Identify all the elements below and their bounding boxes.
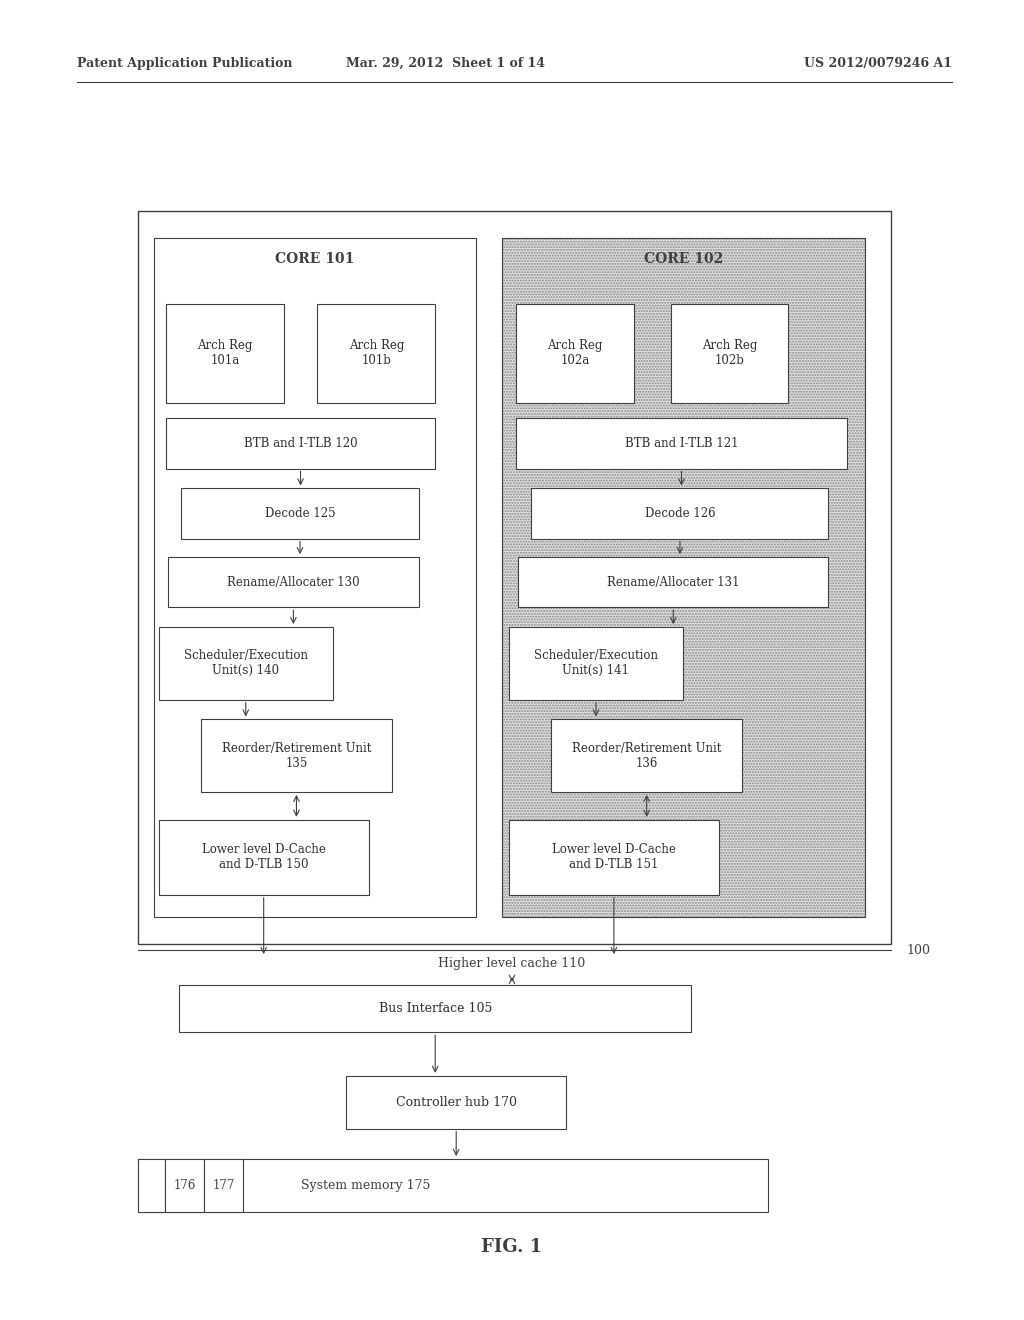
Text: Scheduler/Execution
Unit(s) 141: Scheduler/Execution Unit(s) 141	[534, 649, 658, 677]
Text: Arch Reg
102b: Arch Reg 102b	[701, 339, 758, 367]
Bar	[166, 304, 284, 403]
Text: 177: 177	[213, 1179, 236, 1192]
Bar	[154, 238, 476, 917]
Text: Arch Reg
101a: Arch Reg 101a	[197, 339, 253, 367]
Bar	[181, 488, 419, 539]
Bar	[509, 627, 683, 700]
Text: System memory 175: System memory 175	[301, 1179, 431, 1192]
Text: BTB and I-TLB 121: BTB and I-TLB 121	[625, 437, 738, 450]
Text: Arch Reg
102a: Arch Reg 102a	[547, 339, 603, 367]
Bar	[138, 1159, 166, 1212]
Bar	[159, 627, 333, 700]
Bar	[502, 238, 865, 917]
Bar	[159, 820, 369, 895]
Bar	[168, 557, 419, 607]
Text: FIG. 1: FIG. 1	[481, 1238, 543, 1257]
Text: 176: 176	[174, 1179, 197, 1192]
Bar	[201, 719, 392, 792]
Text: Decode 126: Decode 126	[645, 507, 715, 520]
Bar	[551, 719, 742, 792]
Text: Scheduler/Execution
Unit(s) 140: Scheduler/Execution Unit(s) 140	[183, 649, 308, 677]
Bar	[179, 985, 691, 1032]
Text: CORE 102: CORE 102	[644, 252, 723, 265]
Bar	[205, 1159, 244, 1212]
Text: Rename/Allocater 130: Rename/Allocater 130	[227, 576, 359, 589]
Text: BTB and I-TLB 120: BTB and I-TLB 120	[244, 437, 357, 450]
Bar	[516, 418, 847, 469]
Bar	[671, 304, 788, 403]
Bar	[138, 1159, 768, 1212]
Text: Reorder/Retirement Unit
135: Reorder/Retirement Unit 135	[222, 742, 371, 770]
Text: Higher level cache 110: Higher level cache 110	[438, 957, 586, 970]
Bar	[518, 557, 828, 607]
Bar	[317, 304, 435, 403]
Bar	[516, 304, 634, 403]
Text: 100: 100	[906, 944, 930, 957]
Bar	[166, 418, 435, 469]
Text: US 2012/0079246 A1: US 2012/0079246 A1	[804, 57, 952, 70]
Bar	[138, 211, 891, 944]
Text: Decode 125: Decode 125	[265, 507, 335, 520]
Text: Bus Interface 105: Bus Interface 105	[379, 1002, 492, 1015]
Text: Lower level D-Cache
and D-TLB 151: Lower level D-Cache and D-TLB 151	[552, 843, 676, 871]
Text: Controller hub 170: Controller hub 170	[395, 1096, 517, 1109]
Bar	[509, 820, 719, 895]
Bar	[502, 238, 865, 917]
Bar	[346, 1076, 566, 1129]
Text: Mar. 29, 2012  Sheet 1 of 14: Mar. 29, 2012 Sheet 1 of 14	[346, 57, 545, 70]
Text: Rename/Allocater 131: Rename/Allocater 131	[607, 576, 739, 589]
Text: Lower level D-Cache
and D-TLB 150: Lower level D-Cache and D-TLB 150	[202, 843, 326, 871]
Text: Patent Application Publication: Patent Application Publication	[77, 57, 292, 70]
Bar	[502, 238, 865, 917]
Bar	[531, 488, 828, 539]
Text: CORE 101: CORE 101	[275, 252, 354, 265]
Text: Arch Reg
101b: Arch Reg 101b	[348, 339, 404, 367]
Bar	[166, 1159, 205, 1212]
Text: Reorder/Retirement Unit
136: Reorder/Retirement Unit 136	[572, 742, 721, 770]
